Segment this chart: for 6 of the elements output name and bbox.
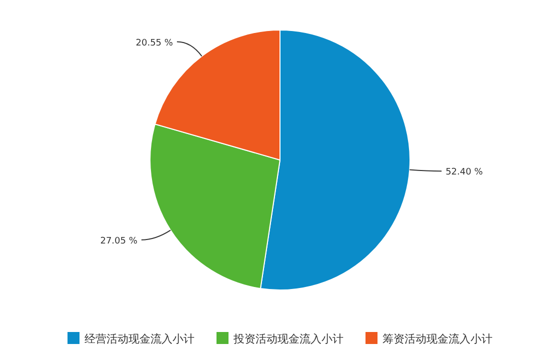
legend-label: 筹资活动现金流入小计	[382, 332, 492, 346]
data-label: 20.55 %	[136, 38, 174, 48]
legend-label: 经营活动现金流入小计	[84, 332, 194, 346]
legend-label: 投资活动现金流入小计	[232, 332, 344, 346]
data-label: 52.40 %	[446, 168, 484, 178]
data-label: 27.05 %	[100, 236, 138, 246]
